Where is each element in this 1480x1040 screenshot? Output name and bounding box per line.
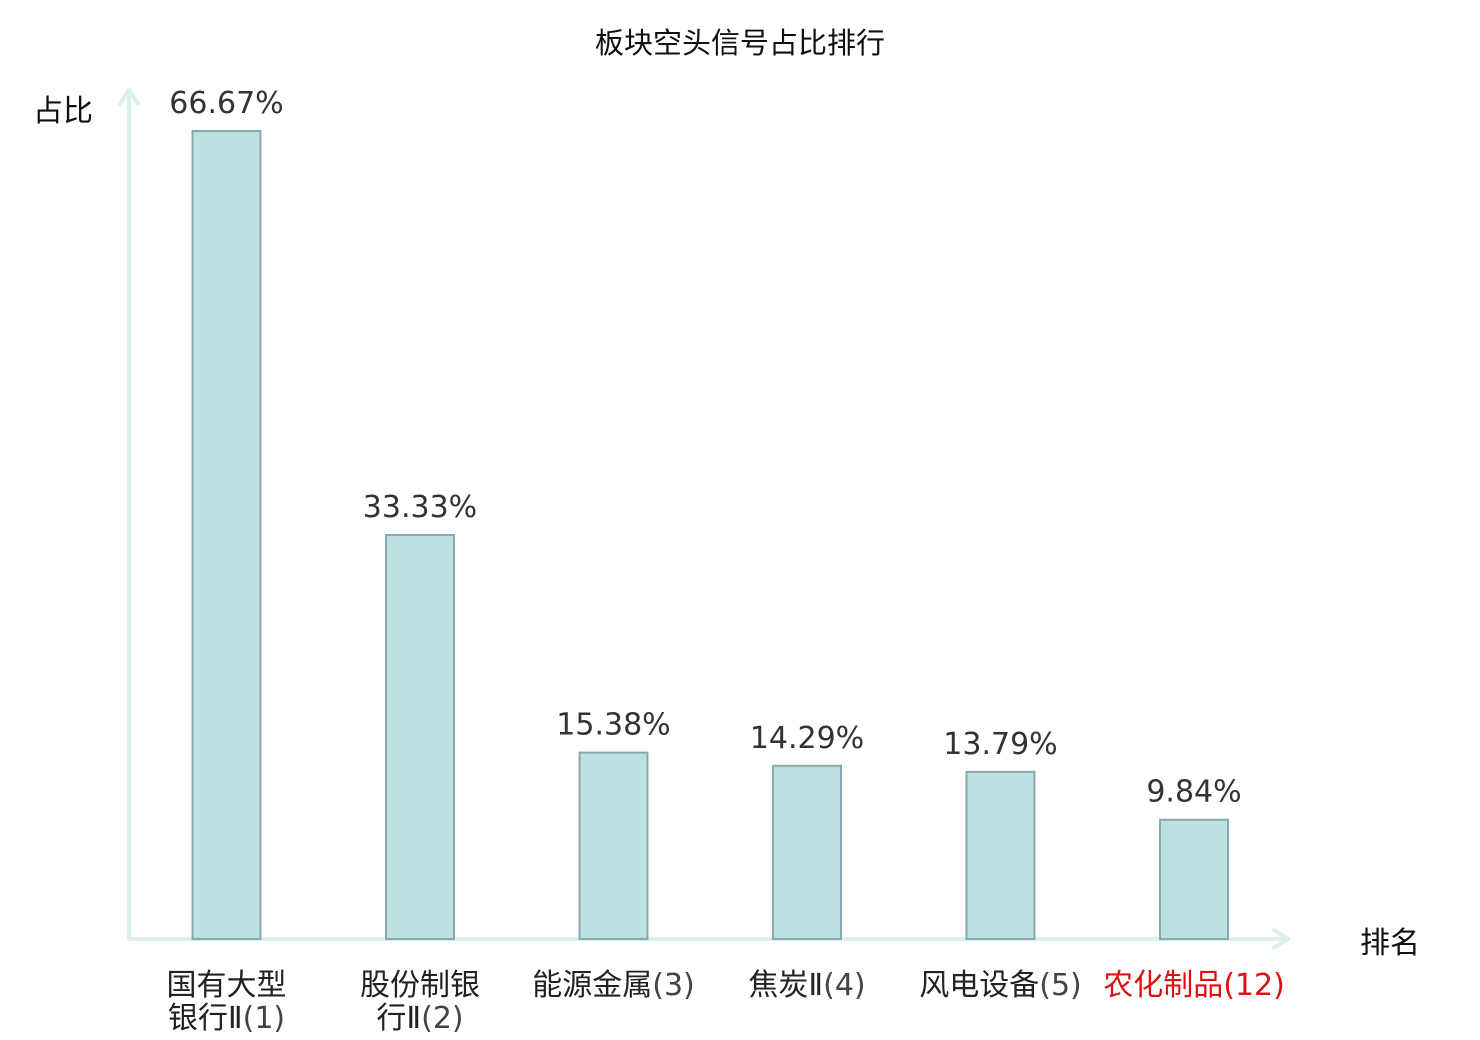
bar [191, 130, 262, 940]
bar [578, 751, 649, 940]
data-label: 13.79% [943, 727, 1057, 762]
x-tick-label: 焦炭Ⅱ(4) [748, 968, 865, 1003]
x-tick-label: 能源金属(3) [532, 968, 695, 1003]
chart-axes [118, 88, 1290, 950]
bar [772, 764, 842, 940]
bars-group [191, 130, 1229, 941]
bar [1159, 818, 1229, 941]
x-tick-label: 国有大型银行Ⅱ(1) [167, 968, 287, 1036]
x-tick-label: 股份制银行Ⅱ(2) [360, 968, 480, 1036]
data-label: 9.84% [1146, 775, 1241, 810]
bar [385, 534, 455, 940]
y-axis-arrow [118, 88, 140, 106]
data-label: 33.33% [363, 490, 477, 525]
y-axis-label: 占比 [33, 94, 93, 129]
bar [965, 770, 1036, 940]
x-axis-arrow [1272, 928, 1290, 950]
chart-title: 板块空头信号占比排行 [595, 26, 885, 60]
value-labels-group: 66.67% 33.33% 15.38% 14.29% 13.79% 9.84% [169, 86, 1241, 810]
data-label: 14.29% [750, 721, 864, 756]
data-label: 15.38% [556, 708, 670, 743]
x-tick-label: 风电设备(5) [919, 968, 1082, 1003]
data-label: 66.67% [169, 86, 283, 121]
x-tick-label: 农化制品(12) [1103, 968, 1285, 1003]
x-axis-label: 排名 [1360, 926, 1420, 961]
category-labels-group: 国有大型银行Ⅱ(1) 股份制银行Ⅱ(2) 能源金属(3) 焦炭Ⅱ(4) 风电设备(5) 农… [167, 968, 1285, 1036]
